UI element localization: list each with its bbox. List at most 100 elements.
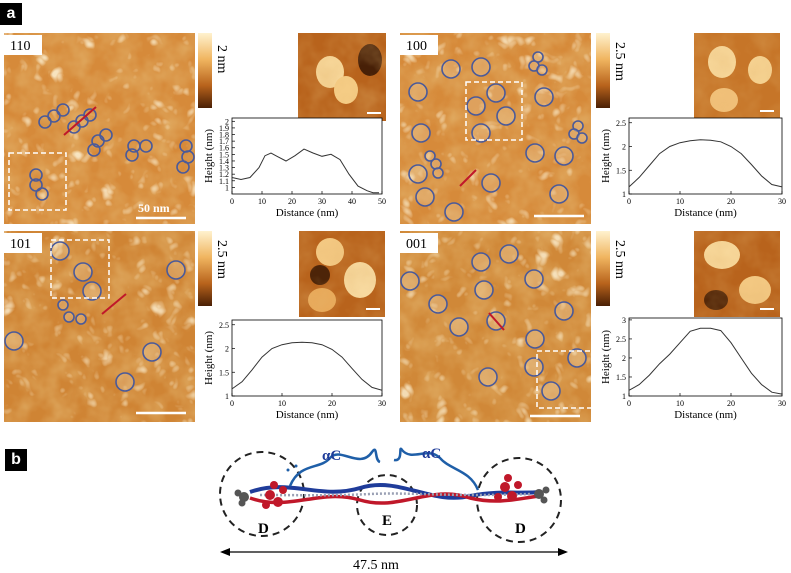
x-tick-label: 10: [278, 399, 286, 408]
detected-circles-100: [408, 51, 588, 222]
x-tick-label: 30: [778, 197, 786, 206]
detected-circles-001: [400, 244, 587, 401]
x-tick-label: 20: [727, 399, 735, 408]
y-tick-label: 1.4: [219, 157, 229, 166]
colorbar-001: [596, 231, 610, 306]
profile-line-001: [488, 312, 505, 331]
y-tick-label: 1.2: [219, 170, 229, 179]
profile-series-line: [231, 148, 379, 194]
d-domain-left-label: D: [258, 521, 269, 537]
y-axis-label: Height (nm): [600, 330, 612, 384]
detected-circles-101: [4, 241, 186, 392]
y-tick-label: 2: [225, 117, 229, 126]
y-tick-label: 2: [622, 143, 626, 152]
label-box-101: [4, 233, 42, 253]
plot-frame: [231, 319, 383, 397]
y-tick-label: 1.3: [219, 164, 229, 173]
x-tick-label: 0: [230, 399, 234, 408]
label-100: 100: [406, 39, 427, 54]
colorbar-label-100: 2.5 nm: [612, 42, 627, 81]
y-tick-label: 2: [622, 354, 626, 363]
fibrinogen-schematic: [219, 447, 562, 543]
profile-series-line: [628, 327, 783, 395]
d-domain-right-circle: [476, 457, 562, 543]
x-tick-label: 50: [378, 197, 386, 206]
profile-series-line: [628, 139, 783, 188]
y-tick-label: 1.5: [219, 150, 229, 159]
x-axis-label: Distance (nm): [674, 207, 737, 219]
y-tick-label: 1.6: [219, 144, 229, 153]
colorbar-label-101: 2.5 nm: [214, 240, 229, 279]
plot-frame: [628, 117, 783, 195]
height-profile-plot-100: 0 10 20 30 1 1.5 2 2.5 Distance (nm) Height (nm): [600, 117, 786, 219]
x-tick-label: 10: [676, 399, 684, 408]
y-axis-label: Height (nm): [203, 331, 215, 385]
x-tick-label: 10: [676, 197, 684, 206]
d-domain-left-circle: [219, 451, 305, 537]
x-tick-label: 10: [258, 197, 266, 206]
height-profile-plot-101: 0 10 20 30 1 1.5 2 2.5 Distance (nm) Height (nm): [203, 319, 386, 421]
y-tick-label: 1: [622, 190, 626, 199]
profile-line-100: [459, 169, 477, 187]
y-tick-label: 2.5: [616, 335, 626, 344]
label-001: 001: [406, 237, 427, 252]
x-tick-label: 30: [378, 399, 386, 408]
panel-b-tag: b: [5, 449, 27, 471]
y-axis-label: Height (nm): [203, 129, 215, 183]
zoom-inset-110: [298, 33, 386, 121]
e-domain-circle: [356, 474, 418, 536]
afm-image-101: [4, 231, 195, 422]
length-arrow: [220, 548, 568, 556]
plot-frame: [231, 117, 383, 195]
y-axis-label: Height (nm): [600, 129, 612, 183]
y-tick-label: 1.5: [219, 368, 229, 377]
x-tick-label: 0: [230, 197, 234, 206]
y-tick-label: 1.1: [219, 177, 229, 186]
x-tick-label: 0: [627, 399, 631, 408]
label-box-001: [400, 233, 438, 253]
label-box-100: [400, 35, 438, 55]
plot-frame: [628, 317, 783, 397]
y-tick-label: 2.5: [219, 321, 229, 330]
y-tick-label: 1.5: [616, 373, 626, 382]
alpha-c-label-right: αC: [422, 446, 441, 462]
height-profile-plot-110: 0 10 20 30 40 50 11.11.21.31.41.51.61.71.81.92…: [203, 117, 386, 219]
x-tick-label: 20: [288, 197, 296, 206]
d-domain-right-label: D: [515, 521, 526, 537]
colorbar-label-110: 2 nm: [214, 45, 229, 74]
label-box-110: [4, 35, 42, 55]
x-axis-label: Distance (nm): [276, 409, 339, 421]
colorbar-110: [198, 33, 212, 108]
x-tick-label: 30: [318, 197, 326, 206]
label-110: 110: [10, 39, 30, 54]
panel-a-tag: a: [0, 3, 22, 25]
zoom-inset-100: [694, 33, 780, 119]
profile-line-101: [101, 293, 127, 315]
x-tick-label: 20: [328, 399, 336, 408]
y-tick-label: 3: [622, 316, 626, 325]
e-domain-label: E: [382, 513, 392, 529]
zoom-box-100: [465, 81, 523, 141]
x-tick-label: 20: [727, 197, 735, 206]
alpha-c-label-left: αC: [322, 448, 341, 464]
detected-circles-110: [29, 103, 195, 201]
afm-image-110: [4, 33, 195, 224]
x-axis-label: Distance (nm): [674, 409, 737, 421]
colorbar-100: [596, 33, 610, 108]
profile-series-line: [231, 341, 383, 391]
zoom-box-001: [536, 350, 593, 409]
y-tick-label: 1.8: [219, 131, 229, 140]
y-tick-label: 1.9: [219, 124, 229, 133]
y-tick-label: 1.5: [616, 166, 626, 175]
y-tick-label: 1: [225, 392, 229, 401]
y-tick-label: 1.7: [219, 137, 229, 146]
height-profile-plot-001: 0 10 20 30 1 1.5 2 2.5 3 Distance (nm) Height (nm): [600, 316, 786, 421]
x-tick-label: 40: [348, 197, 356, 206]
zoom-box-110: [8, 152, 67, 211]
colorbar-101: [198, 231, 212, 306]
label-101: 101: [10, 237, 31, 252]
zoom-inset-101: [299, 231, 385, 317]
y-tick-label: 2: [225, 345, 229, 354]
zoom-box-101: [50, 239, 110, 299]
